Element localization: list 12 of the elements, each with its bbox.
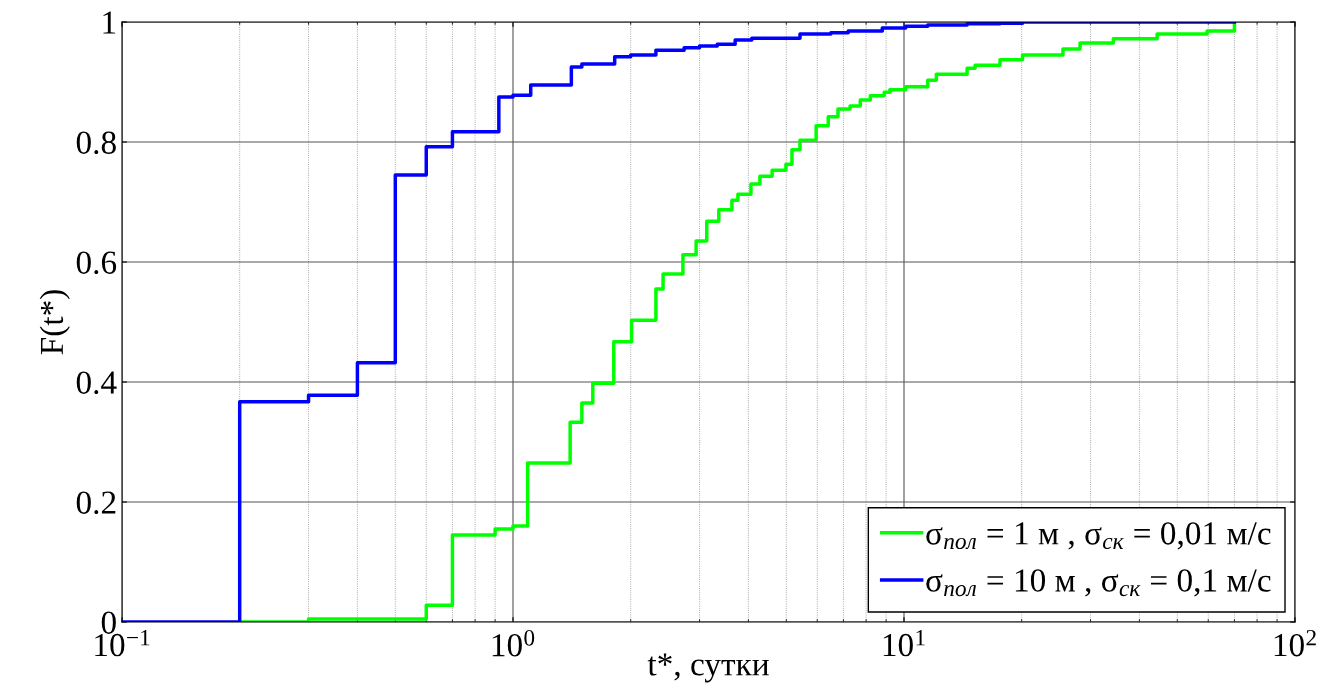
x-tick-label: 10$^{0}$ [492,629,535,657]
x-axis-title: t*, сутки [647,653,769,683]
y-tick-label: 0.6 [76,251,117,275]
y-axis-title: F(t*) [39,290,70,355]
y-tick-label: 0.2 [76,491,116,515]
legend-label: σ$_{пол}$ = 10 м , σ$_{ск}$ = 0,1 м/с [926,569,1271,597]
x-tick-label: 10$^{1}$ [883,629,925,657]
y-tick-label: 1 [103,11,116,34]
legend-label: σ$_{пол}$ = 1 м , σ$_{ск}$ = 0,01 м/с [926,522,1271,550]
y-tick-label: 0.8 [76,131,116,155]
x-tick-label: 10$^{2}$ [1274,629,1316,657]
y-tick-label: 0.4 [76,371,117,395]
